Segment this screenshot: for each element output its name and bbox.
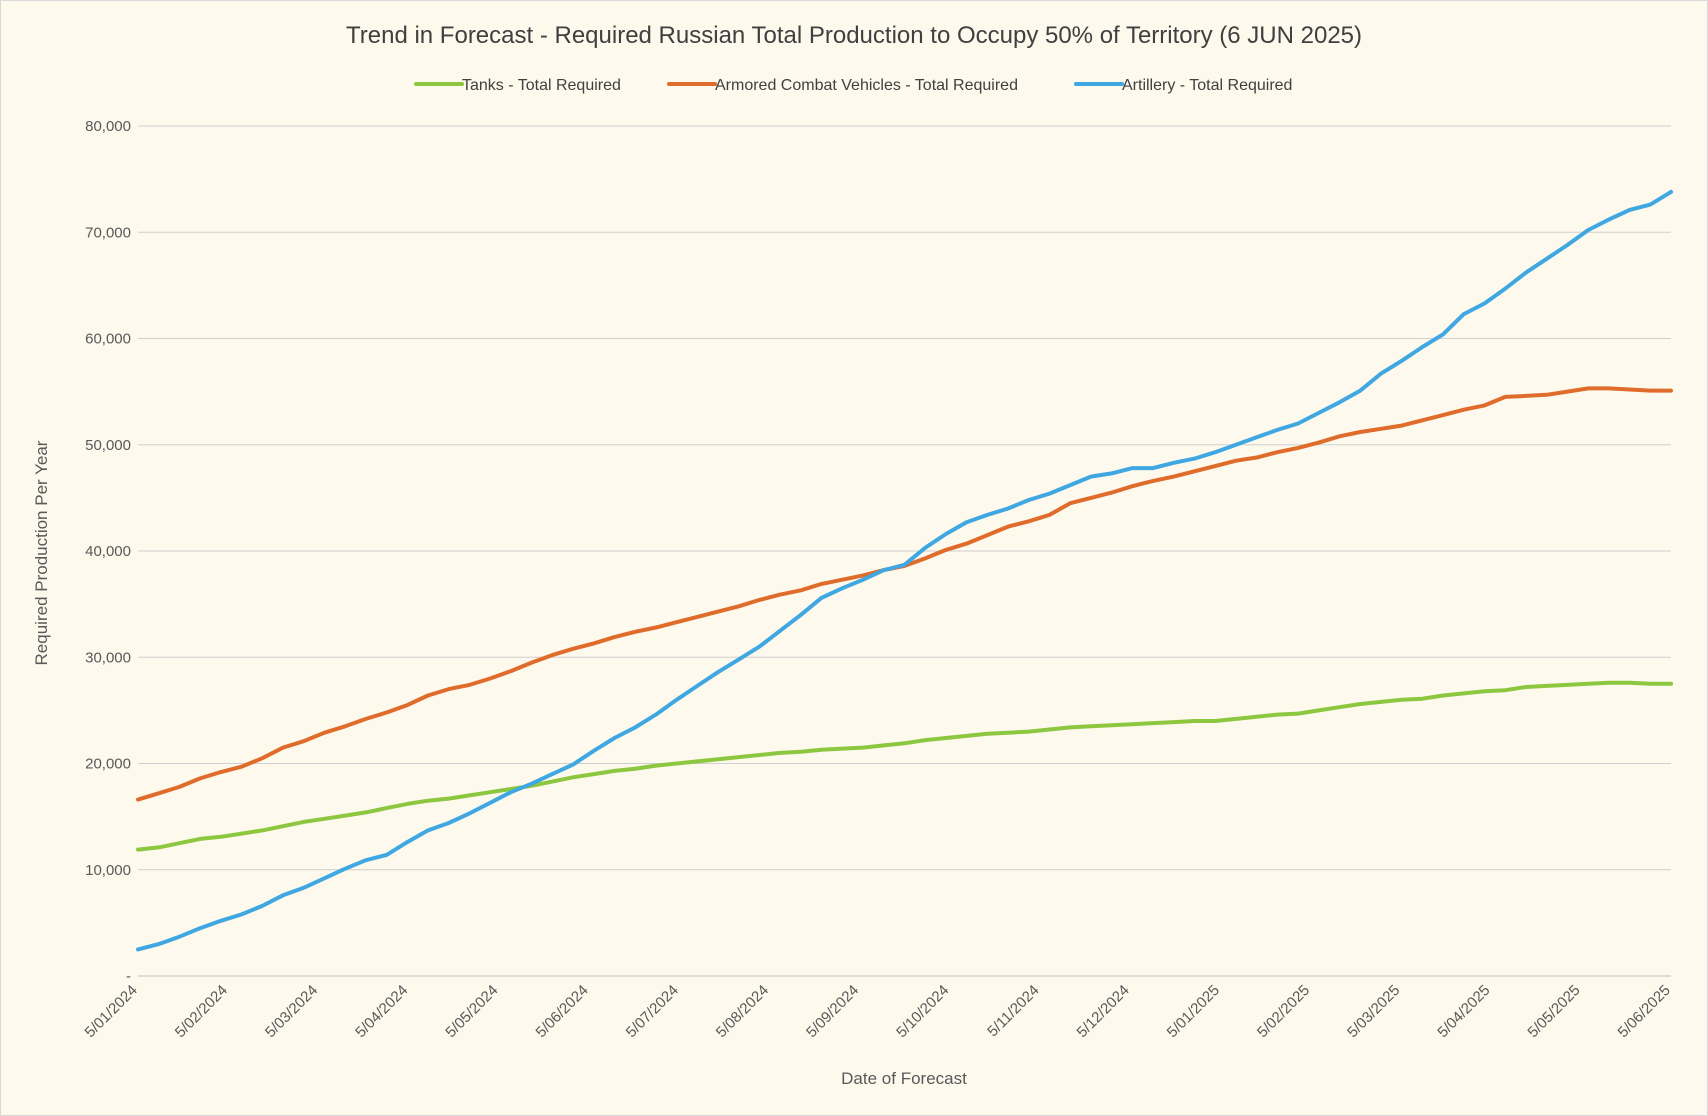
y-tick-label: 80,000	[85, 118, 131, 135]
x-tick-label: 5/04/2025	[1434, 982, 1493, 1041]
y-tick-label: 30,000	[85, 649, 131, 666]
legend-label: Armored Combat Vehicles - Total Required	[715, 77, 1018, 94]
x-tick-label: 5/01/2024	[82, 982, 141, 1041]
x-tick-label: 5/06/2024	[533, 982, 592, 1041]
x-tick-label: 5/09/2024	[803, 982, 862, 1041]
y-tick-label: -	[126, 968, 131, 985]
x-tick-label: 5/03/2025	[1344, 982, 1403, 1041]
x-tick-label: 5/12/2024	[1074, 982, 1133, 1041]
series-line	[136, 189, 1673, 952]
x-tick-label: 5/05/2024	[442, 982, 501, 1041]
x-tick-label: 5/02/2025	[1254, 982, 1313, 1041]
x-tick-label: 5/08/2024	[713, 982, 772, 1041]
y-tick-label: 20,000	[85, 756, 131, 773]
x-axis-title: Date of Forecast	[841, 1069, 967, 1088]
x-axis-ticks: 5/01/2024 5/02/2024 5/03/2024 5/04/2024 5/05…	[82, 982, 1674, 1041]
y-tick-label: 60,000	[85, 331, 131, 348]
x-tick-label: 5/10/2024	[893, 982, 952, 1041]
x-tick-label: 5/01/2025	[1164, 982, 1223, 1041]
x-tick-label: 5/04/2024	[352, 982, 411, 1041]
gridlines	[138, 125, 1671, 977]
chart-title: Trend in Forecast - Required Russian Tot…	[346, 22, 1362, 49]
y-tick-label: 70,000	[85, 224, 131, 241]
x-tick-label: 5/11/2024	[984, 982, 1042, 1040]
legend-label: Tanks - Total Required	[462, 77, 621, 94]
legend-label: Artillery - Total Required	[1122, 77, 1292, 94]
y-tick-label: 40,000	[85, 543, 131, 560]
x-tick-label: 5/03/2024	[262, 982, 321, 1041]
y-tick-label: 50,000	[85, 437, 131, 454]
y-axis-title: Required Production Per Year	[32, 440, 51, 665]
series-lines	[136, 189, 1673, 952]
y-tick-label: 10,000	[85, 862, 131, 879]
legend: Tanks - Total Required Armored Combat Veh…	[414, 77, 1292, 94]
x-tick-label: 5/02/2024	[172, 982, 231, 1041]
x-tick-label: 5/07/2024	[623, 982, 682, 1041]
series-line	[136, 386, 1673, 802]
y-axis-ticks: - 10,000 20,000 30,000 40,000 50,000 60,000 70,…	[85, 118, 131, 985]
series-line	[136, 680, 1673, 852]
x-tick-label: 5/06/2025	[1615, 982, 1674, 1041]
x-tick-label: 5/05/2025	[1524, 982, 1583, 1041]
